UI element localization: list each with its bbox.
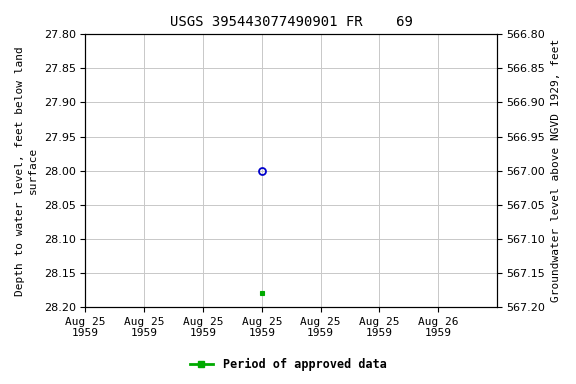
Y-axis label: Depth to water level, feet below land
surface: Depth to water level, feet below land su…: [15, 46, 38, 296]
Y-axis label: Groundwater level above NGVD 1929, feet: Groundwater level above NGVD 1929, feet: [551, 39, 561, 302]
Title: USGS 395443077490901 FR    69: USGS 395443077490901 FR 69: [170, 15, 412, 29]
Legend: Period of approved data: Period of approved data: [185, 354, 391, 376]
